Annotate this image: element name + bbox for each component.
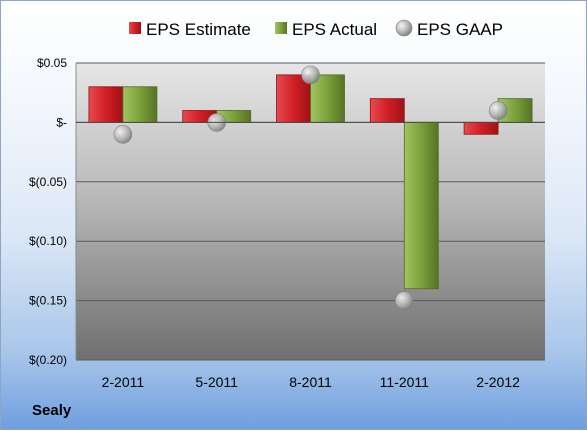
gaap-marker [394,291,414,310]
bar-eps-actual [403,122,439,290]
gaap-marker [301,65,320,85]
legend-item-estimate: EPS Estimate [129,20,251,39]
bar-eps-estimate [463,122,499,135]
bar-eps-actual [122,86,158,123]
x-tick-label: 8-2011 [289,374,332,390]
bar-eps-estimate [369,98,405,123]
y-tick-label: $- [56,115,67,129]
legend-swatch-actual [275,22,287,34]
legend-label-actual: EPS Actual [292,20,377,39]
bars [88,74,533,290]
x-tick-label: 11-2011 [380,374,430,390]
company-name: Sealy [32,402,72,419]
y-tick-label: $(0.15) [29,294,67,308]
x-axis: 2-2011 5-2011 8-2011 11-2011 2-2012 [76,121,545,390]
y-tick-label: $(0.05) [29,175,67,189]
gaap-marker [113,124,133,144]
x-tick-label: 2-2011 [102,374,145,390]
y-tick-label: $(0.20) [29,353,67,367]
legend: EPS Estimate EPS Actual EPS GAAP [129,19,503,39]
y-tick-label: $0.05 [37,56,67,70]
legend-item-gaap: EPS GAAP [395,19,503,39]
bar-eps-estimate [88,86,124,123]
gaap-marker [488,101,508,120]
legend-item-actual: EPS Actual [275,20,377,39]
legend-label-gaap: EPS GAAP [417,20,503,39]
legend-marker-gaap [395,19,413,37]
y-tick-label: $(0.10) [29,234,67,248]
x-tick-label: 5-2011 [195,374,238,390]
legend-swatch-estimate [129,22,141,34]
x-tick-label: 2-2012 [476,374,520,390]
y-axis: $0.05 $- $(0.05) $(0.10) $(0.15) $(0.20) [29,56,77,367]
legend-label-estimate: EPS Estimate [146,20,251,39]
